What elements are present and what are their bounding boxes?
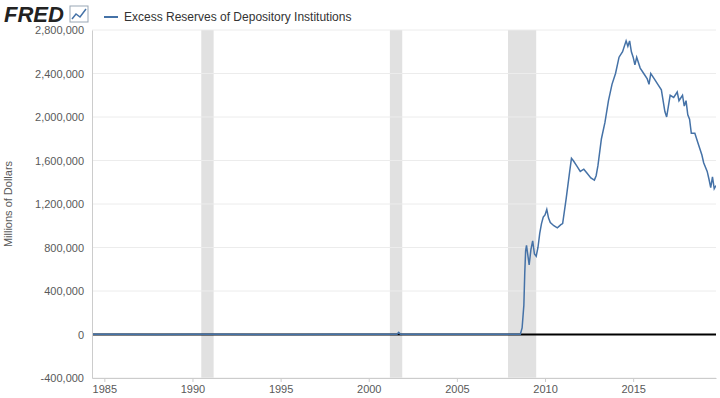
y-tick-label: 1,200,000 <box>35 198 84 210</box>
x-tick: 2015 <box>621 378 645 395</box>
x-tick-mark <box>281 378 282 382</box>
x-tick-mark <box>369 378 370 382</box>
lines <box>92 41 716 335</box>
y-axis-title: Millions of Dollars <box>2 160 14 247</box>
y-axis-line <box>92 31 93 379</box>
plot: -400,000 0 400,000 800,000 1,200,000 1,600,00… <box>35 24 716 395</box>
x-tick-label: 1985 <box>93 383 117 395</box>
grid-line <box>92 247 716 248</box>
x-tick: 1985 <box>93 378 117 395</box>
x-tick-mark <box>633 378 634 382</box>
y-tick-label: 800,000 <box>44 242 84 254</box>
x-tick-mark <box>545 378 546 382</box>
grid-line <box>92 291 716 292</box>
x-tick-label: 2000 <box>357 383 381 395</box>
legend-label: Excess Reserves of Depository Institutio… <box>124 10 351 24</box>
y-tick: 2,400,000 <box>35 68 92 80</box>
x-tick-label: 1990 <box>181 383 205 395</box>
x-tick: 2000 <box>357 378 381 395</box>
chart: -400,000 0 400,000 800,000 1,200,000 1,600,00… <box>0 0 720 398</box>
x-tick-mark <box>192 378 193 382</box>
y-tick: 0 <box>78 329 92 341</box>
grid-line <box>92 30 716 31</box>
grid-line <box>92 204 716 205</box>
y-tick: -400,000 <box>41 372 92 384</box>
y-tick-label: 1,600,000 <box>35 155 84 167</box>
y-tick: 1,200,000 <box>35 198 92 210</box>
x-tick-label: 2005 <box>445 383 469 395</box>
x-axis-line <box>93 378 717 379</box>
y-axis: -400,000 0 400,000 800,000 1,200,000 1,600,00… <box>35 24 92 384</box>
y-tick: 800,000 <box>44 242 92 254</box>
logo: FRED <box>4 2 88 27</box>
legend-swatch <box>104 16 118 18</box>
y-tick-label: 0 <box>78 329 84 341</box>
y-tick: 1,600,000 <box>35 155 92 167</box>
legend: Excess Reserves of Depository Institutio… <box>104 10 351 24</box>
logo-icon <box>70 6 88 22</box>
x-tick: 2005 <box>445 378 469 395</box>
grid <box>92 30 716 378</box>
grid-line <box>92 117 716 118</box>
y-tick: 2,000,000 <box>35 111 92 123</box>
x-tick-label: 1995 <box>269 383 293 395</box>
y-tick-label: 2,000,000 <box>35 111 84 123</box>
y-tick-label: 2,400,000 <box>35 68 84 80</box>
x-tick: 2010 <box>533 378 557 395</box>
logo-text: FRED <box>4 2 64 27</box>
x-axis: 1985 1990 1995 2000 2005 2010 2015 <box>93 378 717 395</box>
y-tick: 400,000 <box>44 285 92 297</box>
x-tick: 1995 <box>269 378 293 395</box>
series-line <box>92 41 716 335</box>
grid-line <box>92 160 716 161</box>
x-tick-mark <box>104 378 105 382</box>
grid-line <box>92 378 716 379</box>
x-tick: 1990 <box>181 378 205 395</box>
x-tick-label: 2015 <box>621 383 645 395</box>
x-tick-label: 2010 <box>533 383 557 395</box>
x-tick-mark <box>457 378 458 382</box>
logo-icon-line <box>72 9 86 19</box>
grid-line <box>92 73 716 74</box>
y-tick-label: 400,000 <box>44 285 84 297</box>
y-tick-label: -400,000 <box>41 372 84 384</box>
